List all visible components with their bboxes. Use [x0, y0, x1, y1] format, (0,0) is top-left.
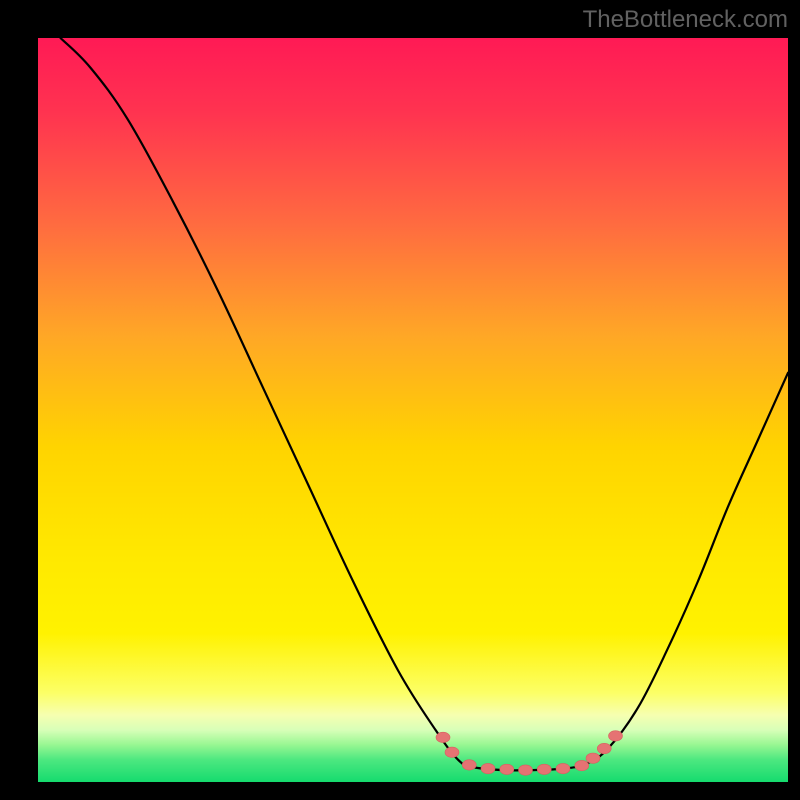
optimal-range-marker — [609, 731, 623, 741]
optimal-range-marker — [597, 743, 611, 753]
attribution-text: TheBottleneck.com — [583, 6, 788, 34]
chart-plot-area — [38, 38, 788, 782]
optimal-range-marker — [537, 764, 551, 774]
optimal-range-marker — [445, 747, 459, 757]
optimal-range-marker — [575, 760, 589, 770]
chart-curve-layer — [38, 38, 788, 782]
optimal-range-marker — [586, 753, 600, 763]
optimal-range-marker — [436, 732, 450, 742]
optimal-range-marker — [556, 763, 570, 773]
optimal-range-marker — [500, 764, 514, 774]
optimal-range-marker — [462, 760, 476, 770]
bottleneck-curve — [61, 38, 789, 770]
optimal-range-marker — [481, 763, 495, 773]
optimal-range-marker — [519, 765, 533, 775]
